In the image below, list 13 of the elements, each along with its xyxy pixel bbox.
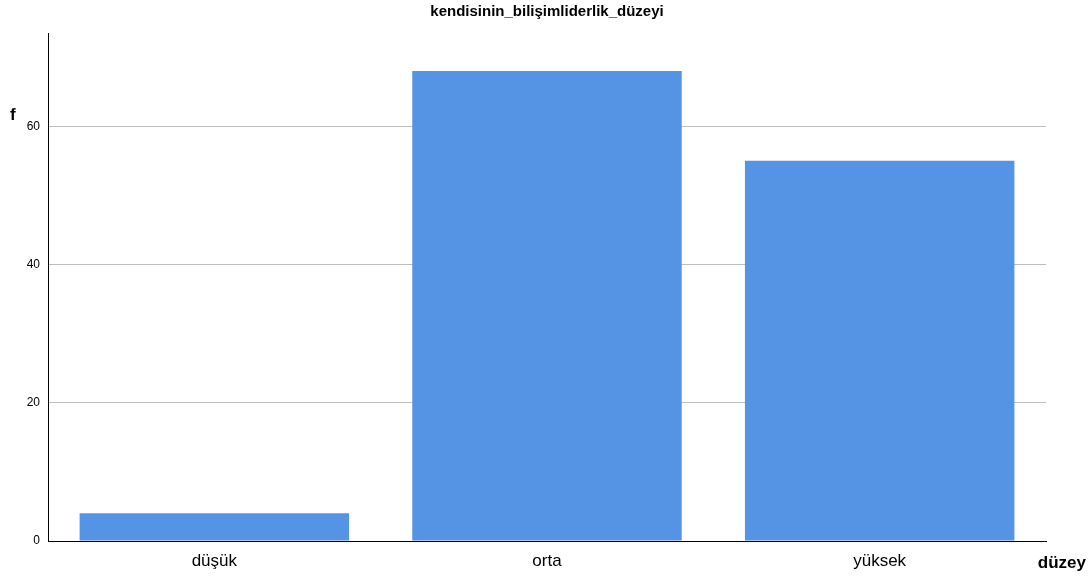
bar bbox=[744, 160, 1015, 541]
bar bbox=[412, 71, 682, 541]
x-tick-label: düşük bbox=[191, 550, 238, 570]
y-tick-label: 60 bbox=[26, 118, 41, 133]
x-axis-title: düzey bbox=[1037, 552, 1087, 572]
x-tick-label: orta bbox=[532, 550, 563, 570]
y-tick-label: 0 bbox=[33, 533, 41, 548]
bar bbox=[79, 513, 350, 541]
y-axis-title: f bbox=[10, 104, 16, 124]
chart-title: kendisinin_bilişimliderlik_düzeyi bbox=[430, 2, 664, 20]
x-tick-label: yüksek bbox=[853, 550, 907, 570]
y-tick-label: 20 bbox=[26, 395, 41, 410]
y-tick-label: 40 bbox=[26, 256, 41, 271]
